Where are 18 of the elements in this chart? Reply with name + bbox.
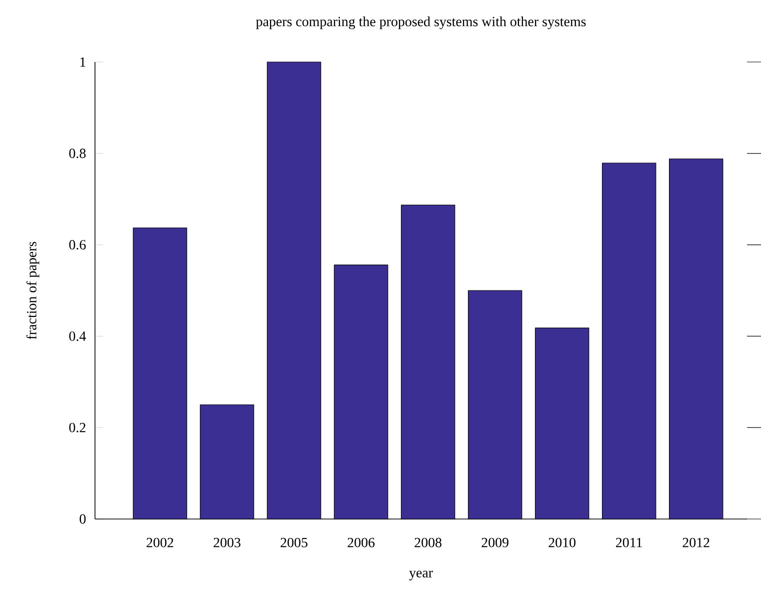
y-tick-label: 0.2: [69, 422, 86, 432]
x-axis-title: year: [409, 570, 433, 580]
x-tick-label: 2011: [616, 538, 642, 548]
y-tick-label: 0.6: [69, 240, 86, 250]
x-tick-label: 2009: [482, 538, 508, 548]
x-tick-label: 2006: [348, 538, 375, 548]
y-tick-label: 0.4: [69, 331, 86, 341]
x-tick-label: 2003: [214, 538, 240, 548]
chart-title: papers comparing the proposed systems with other systems: [256, 16, 586, 30]
x-tick-label: 2012: [682, 538, 710, 548]
x-tick-label: 2008: [414, 538, 442, 548]
y-tick-label: 1: [80, 57, 86, 67]
x-tick-label: 2002: [146, 538, 174, 548]
y-tick-label: 0: [80, 514, 86, 524]
y-tick-label: 0.8: [69, 148, 86, 158]
y-axis-title: fraction of papers: [26, 242, 40, 340]
x-tick-label: 2005: [280, 538, 308, 548]
x-tick-label: 2010: [548, 538, 576, 548]
